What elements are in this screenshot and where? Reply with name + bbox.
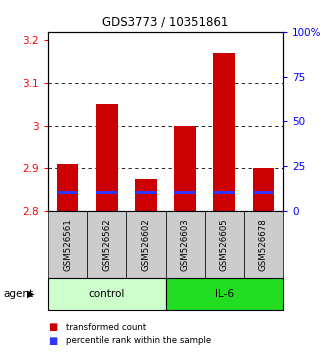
Text: ■: ■ [48, 336, 57, 346]
Bar [253, 191, 274, 194]
Text: transformed count: transformed count [66, 323, 146, 332]
Text: control: control [89, 289, 125, 299]
Bar [174, 191, 196, 194]
Bar [96, 104, 118, 211]
Bar [213, 191, 235, 194]
Bar [96, 191, 118, 194]
Bar [57, 164, 78, 211]
Text: GDS3773 / 10351861: GDS3773 / 10351861 [102, 16, 229, 29]
Text: GSM526678: GSM526678 [259, 218, 268, 271]
Text: ■: ■ [48, 322, 57, 332]
Bar [166, 278, 283, 310]
Bar [205, 211, 244, 278]
Text: agent: agent [3, 289, 33, 299]
Text: ▶: ▶ [27, 289, 35, 299]
Bar [174, 126, 196, 211]
Bar [253, 168, 274, 211]
Text: GSM526603: GSM526603 [181, 218, 190, 271]
Bar [135, 191, 157, 194]
Bar [126, 211, 166, 278]
Bar [48, 211, 87, 278]
Text: GSM526605: GSM526605 [220, 218, 229, 271]
Bar [244, 211, 283, 278]
Bar [213, 53, 235, 211]
Text: IL-6: IL-6 [215, 289, 234, 299]
Text: GSM526562: GSM526562 [102, 218, 111, 271]
Text: GSM526561: GSM526561 [63, 218, 72, 271]
Text: GSM526602: GSM526602 [141, 218, 150, 271]
Bar [48, 278, 166, 310]
Bar [166, 211, 205, 278]
Bar [87, 211, 126, 278]
Bar [135, 179, 157, 211]
Bar [57, 191, 78, 194]
Text: percentile rank within the sample: percentile rank within the sample [66, 336, 212, 345]
